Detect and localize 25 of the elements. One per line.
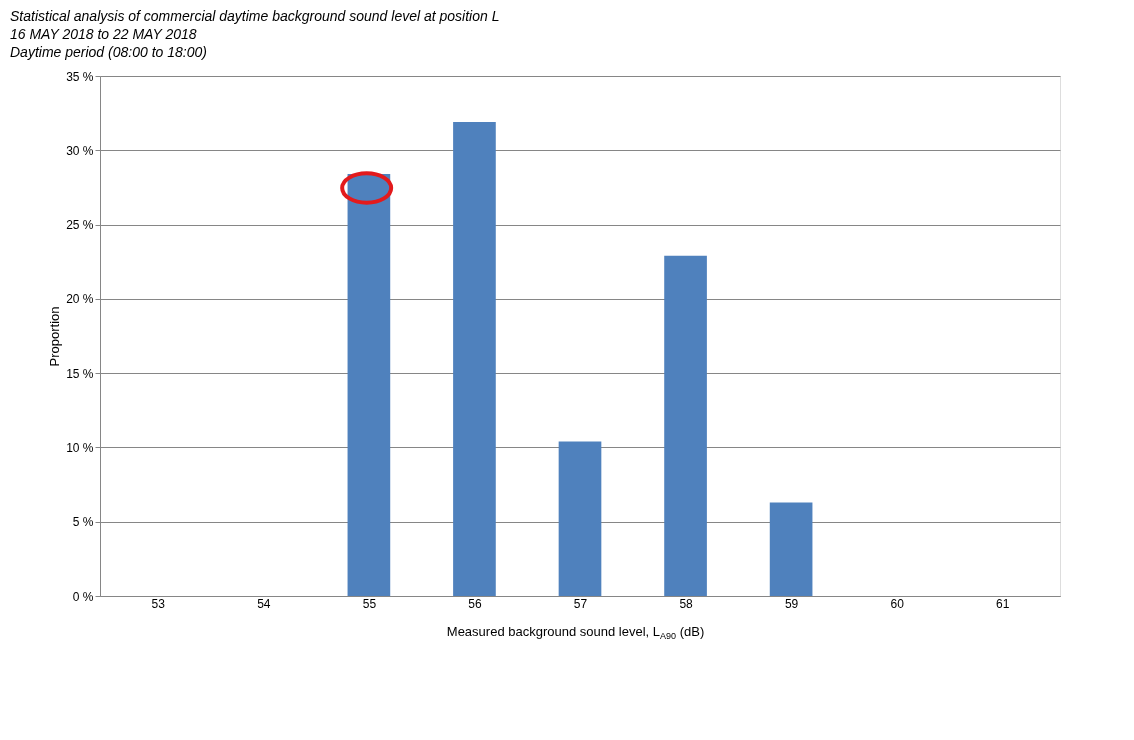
y-tick-label: 25 % xyxy=(66,218,94,233)
y-tick-label: 0 % xyxy=(72,589,94,604)
text: Daytime period (08:00 to 18:00) xyxy=(10,44,207,60)
x-tick-label: 59 xyxy=(784,596,799,611)
x-tick-label: 55 xyxy=(362,596,377,611)
x-tick-label: 60 xyxy=(890,596,905,611)
bar xyxy=(453,122,496,596)
x-tick-label: 54 xyxy=(257,596,271,611)
text: Statistical analysis of commercial daytime background sound level at position L xyxy=(10,8,500,24)
y-tick-label: 5 % xyxy=(72,515,94,530)
bar xyxy=(664,255,707,596)
x-tick-label: 57 xyxy=(573,596,588,611)
x-tick-label: 61 xyxy=(996,596,1010,611)
x-tick-label: 53 xyxy=(151,596,166,611)
y-tick-label: 35 % xyxy=(66,69,94,84)
y-tick-label: 20 % xyxy=(66,292,94,307)
bar xyxy=(769,502,813,596)
text: 16 MAY 2018 to 22 MAY 2018 xyxy=(10,26,197,42)
y-tick-label: 10 % xyxy=(66,440,94,455)
bar xyxy=(558,441,602,596)
x-tick-label: 58 xyxy=(679,596,694,611)
x-tick-label: 56 xyxy=(468,596,482,611)
y-tick-label: 30 % xyxy=(66,143,94,158)
y-axis-title: Proportion xyxy=(47,306,63,367)
y-tick-label: 15 % xyxy=(66,366,94,381)
